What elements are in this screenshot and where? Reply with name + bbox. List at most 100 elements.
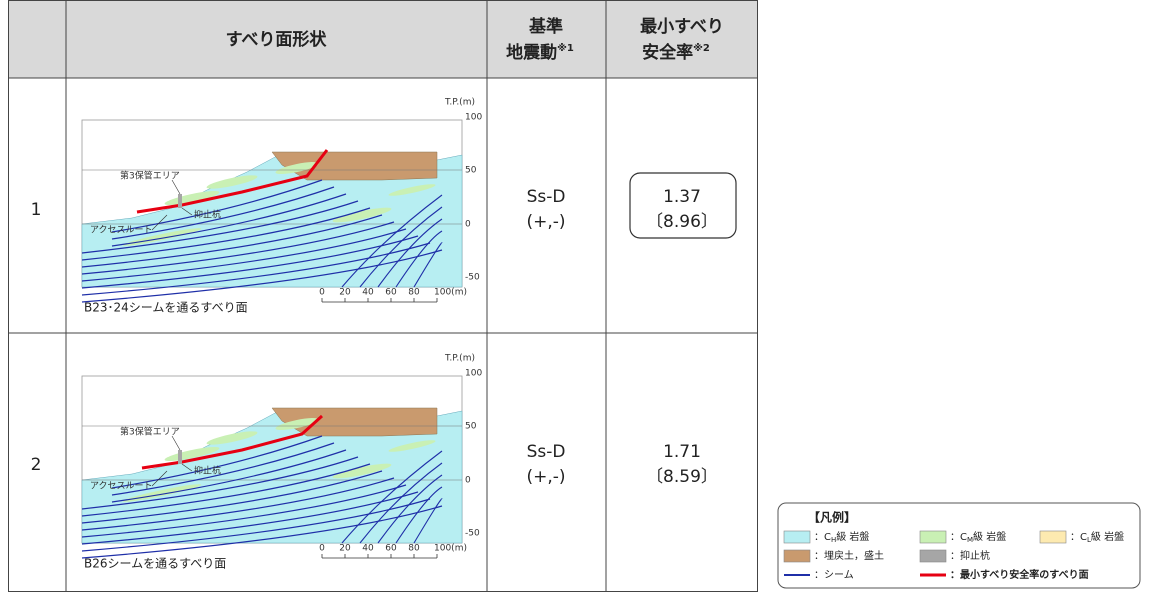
header-shape: すべり面形状 [226,29,328,50]
ground-motion: (+,-) [526,212,565,232]
legend-sub: L [1087,536,1091,544]
seam [81,200,359,254]
elevation-label: 0 [465,220,471,230]
seam [111,193,347,247]
legend-text: 級 岩盤 [836,530,869,543]
legend-text: ：C [950,532,967,543]
ground-motion: Ss-D [527,187,566,207]
header-factor: 安全率※2 [642,42,710,63]
highlight-box [629,172,737,239]
seam [341,194,443,288]
rock-cm [275,161,319,175]
seam [377,218,443,288]
caption: B23･24シームを通るすべり面 [84,301,248,315]
legend-label: ：CH級 岩盤 [814,530,869,544]
header-motion-text: 地震動 [506,42,557,63]
legend-label: ：埋戻土，盛土 [814,549,884,562]
seam [111,449,347,503]
seam [359,462,443,544]
rock-cm [206,175,258,189]
legend-sub: H [831,536,836,544]
scale-label: 0 [319,544,325,554]
axis-label: T.P.(m) [444,354,475,364]
elevation-label: 50 [465,422,477,432]
row-number: 1 [31,200,42,220]
legend-text: ：シーム [814,569,854,581]
header-motion: 基準 [528,16,563,37]
figure-label: アクセスルート [90,225,153,236]
figure-label: 抑止杭 [194,465,221,477]
legend-text: ：抑止杭 [950,549,990,562]
legend-text: 級 岩盤 [973,530,1006,543]
legend-swatch [783,549,811,563]
header-motion: 地震動※1 [506,42,574,63]
figure-label: アクセスルート [90,481,153,492]
legend-text: ：C [1070,532,1087,543]
seam [81,498,431,552]
rock-cm [206,431,258,445]
ground-motion: (+,-) [526,467,565,487]
leader [171,435,181,451]
scale-label: 80 [408,544,420,554]
seam [81,214,383,268]
legend-label: ：シーム [814,569,854,581]
legend: 【凡例】 ：CH級 岩盤 ：CM級 岩盤 ：CL級 岩盤：埋戻土，盛土 ：抑止杭：シー… [777,502,1141,589]
scale-label: 40 [362,544,374,554]
leader [181,463,193,472]
seam [111,179,323,233]
elevation-label: 100 [465,113,482,123]
seam [395,230,443,288]
scale-label: 80 [408,288,420,298]
seam [377,474,443,544]
figure-label: 第3保管エリア [120,426,180,438]
seam [81,505,443,559]
caption: B26シームを通るすべり面 [84,557,226,571]
legend-swatch [919,530,947,544]
seam [81,228,407,282]
elevation-label: -50 [465,273,480,283]
legend-box [777,502,1141,589]
scale-label: 40 [362,288,374,298]
rock-cm [275,417,319,431]
seam [81,207,371,261]
pile [178,450,182,464]
seam [81,491,419,545]
elevation-label: -50 [465,529,480,539]
legend-label: ：CL級 岩盤 [1070,530,1124,544]
seam [81,470,383,524]
figure-label: 第3保管エリア [120,170,180,182]
header-factor-text: 安全率 [642,42,693,63]
scale-label: 100(m) [434,544,467,554]
legend-text: ：埋戻土，盛土 [814,549,884,562]
legend-title: 【凡例】 [808,510,856,525]
legend-sub: M [967,536,973,544]
safety-factor: 〔8.59〕 [646,467,718,487]
header-bg [8,0,758,78]
legend-text: ：最小すべり安全率のすべり面 [950,568,1089,581]
ground-motion: Ss-D [527,442,566,462]
seam [111,442,335,496]
seam [81,456,359,510]
seam [81,477,395,531]
leader [171,179,181,195]
elevation-label: 100 [465,369,482,379]
seam [81,463,371,517]
slip-surface [141,414,324,470]
seam [111,186,335,240]
safety-factor: 1.71 [663,442,701,462]
header-factor: 最小すべり [640,17,724,37]
rock-cm [388,440,436,452]
elevation-label: 50 [465,166,477,176]
rock-cm [388,184,436,196]
scale-label: 0 [319,288,325,298]
fill-soil [271,151,438,181]
legend-text: ：C [814,532,831,543]
seam [81,221,395,275]
scale-label: 60 [385,544,397,554]
seam [111,435,323,489]
seam [395,486,443,544]
slip-surface [136,149,329,214]
leader [181,207,193,216]
